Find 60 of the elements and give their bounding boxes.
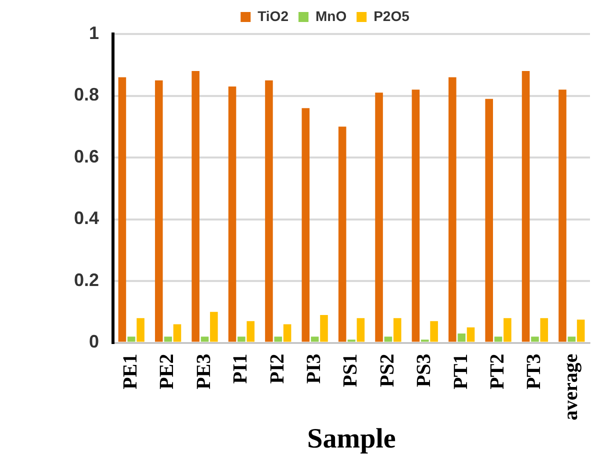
x-tick-label: PI3 [302, 354, 325, 384]
bar [136, 318, 144, 342]
bar [466, 327, 475, 342]
bar [210, 312, 218, 342]
bar [283, 324, 292, 342]
y-tick-label: 0.6 [74, 146, 100, 166]
bar [310, 336, 319, 342]
x-tick-label: PS2 [376, 354, 398, 388]
bar [393, 318, 402, 342]
x-tick-label: PT2 [486, 354, 508, 390]
legend-label: TiO2 [258, 8, 289, 24]
bar [246, 321, 255, 342]
bar [192, 71, 200, 342]
bar [127, 336, 136, 342]
x-tick-label: PT1 [450, 354, 472, 390]
x-tick-label: PI1 [230, 354, 252, 384]
x-axis-title: Sample [307, 423, 396, 454]
bar [154, 80, 163, 342]
bar [558, 90, 566, 342]
bar [540, 318, 548, 342]
bar [118, 77, 126, 342]
bar [576, 320, 585, 342]
bar [448, 77, 456, 342]
bar [302, 108, 310, 342]
bar [384, 336, 392, 342]
y-tick-label: 0.4 [74, 208, 100, 228]
bar [356, 318, 365, 342]
bar [320, 314, 328, 342]
bar [164, 336, 172, 342]
x-tick-label: PE3 [192, 354, 215, 390]
bar [200, 336, 209, 342]
bar [375, 92, 383, 342]
bar [568, 336, 576, 342]
bar [430, 321, 438, 342]
bar [485, 98, 493, 342]
x-tick-label: PE2 [156, 354, 178, 390]
bar [238, 336, 246, 342]
bar [494, 336, 502, 342]
x-tick-label: PI2 [266, 354, 288, 384]
bar [265, 80, 273, 342]
legend-label: MnO [315, 8, 347, 24]
x-tick-label: PS3 [413, 354, 436, 388]
x-tick-label: PS1 [340, 354, 362, 388]
bar [338, 126, 346, 342]
bar [458, 334, 466, 342]
bar [228, 86, 236, 342]
x-tick-label: average [560, 354, 582, 420]
legend-label: P2O5 [374, 8, 410, 24]
y-tick-label: 0.2 [74, 270, 100, 290]
bar [412, 90, 420, 342]
bar [274, 336, 282, 342]
bar [504, 318, 512, 342]
y-tick-label: 0.8 [74, 84, 100, 105]
y-tick-label: 1 [89, 22, 100, 43]
x-tick-label: PT3 [523, 354, 546, 390]
bar [173, 324, 182, 342]
x-tick-label: PE1 [120, 354, 142, 390]
bar [522, 71, 530, 342]
bar [531, 336, 539, 342]
y-tick-label: 0 [89, 332, 100, 352]
